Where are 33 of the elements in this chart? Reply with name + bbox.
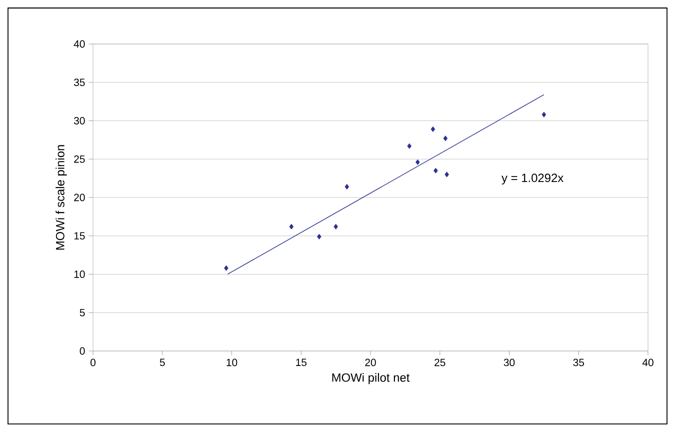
- y-tick-label: 5: [80, 308, 85, 316]
- point: [430, 126, 436, 132]
- x-tick-label: 40: [642, 358, 654, 366]
- x-tick-label: 0: [90, 358, 96, 366]
- point: [542, 112, 546, 118]
- y-tick-label: 15: [74, 232, 85, 240]
- x-tick-label: 10: [226, 358, 238, 366]
- y-axis-title: MOWi f scale pinion: [56, 145, 67, 250]
- point: [434, 168, 438, 174]
- y-tick-label: 20: [74, 194, 85, 202]
- x-tick-label: 15: [296, 358, 307, 366]
- x-tick-label: 25: [434, 358, 446, 366]
- x-tick-label: 35: [573, 358, 584, 366]
- point: [334, 224, 338, 230]
- y-tick-label: 30: [74, 117, 85, 124]
- point: [289, 224, 294, 230]
- point: [443, 136, 448, 142]
- y-tick-label: 25: [74, 155, 85, 163]
- point: [224, 265, 228, 271]
- point: [344, 184, 350, 190]
- annotation: y = 1.0292x: [502, 174, 564, 184]
- point: [444, 172, 449, 178]
- y-tick-label: 10: [74, 270, 85, 278]
- point: [407, 143, 412, 149]
- y-tick-label: 40: [74, 40, 85, 48]
- x-tick-label: 5: [160, 358, 165, 366]
- x-axis-title: MOWi pilot net: [332, 373, 410, 384]
- point: [416, 159, 420, 165]
- x-tick-label: 30: [504, 358, 515, 366]
- y-tick-label: 0: [80, 347, 85, 355]
- point: [317, 234, 322, 240]
- y-tick-label: 35: [74, 78, 85, 86]
- x-tick-label: 20: [365, 358, 376, 366]
